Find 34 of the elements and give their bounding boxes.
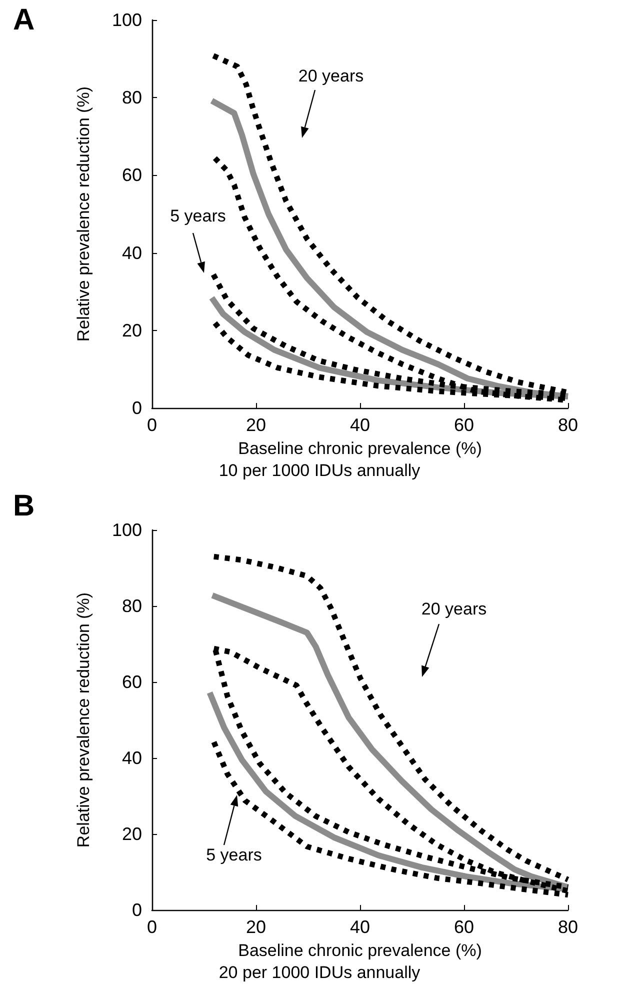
y-tick-label: 0 <box>132 900 142 920</box>
y-tick-label: 20 <box>122 320 142 340</box>
y-axis-title: Relative prevalence reduction (%) <box>74 592 93 848</box>
y-axis-title: Relative prevalence reduction (%) <box>74 86 93 342</box>
x-tick-label: 60 <box>454 917 474 937</box>
text: 10 per 1000 IDUs annually <box>218 461 421 480</box>
chart-title: A <box>13 4 35 36</box>
x-tick-label: 40 <box>350 415 370 435</box>
annotation: 5 years <box>170 206 226 226</box>
y-tick-label: 100 <box>112 520 142 540</box>
x-tick-label: 20 <box>246 415 266 435</box>
chart-title: B <box>13 490 35 522</box>
x-axis-title: Baseline chronic prevalence (%) <box>238 439 482 458</box>
x-tick-label: 20 <box>246 917 266 937</box>
y-tick-label: 20 <box>122 824 142 844</box>
x-tick-label: 40 <box>350 917 370 937</box>
y-tick-label: 60 <box>122 672 142 692</box>
y-tick-label: 80 <box>122 88 142 108</box>
x-tick-label: 60 <box>454 415 474 435</box>
y-tick-label: 60 <box>122 165 142 186</box>
text: 20 per 1000 IDUs annually <box>218 963 421 982</box>
y-tick-label: 80 <box>122 596 142 616</box>
x-tick-label: 80 <box>558 917 578 937</box>
x-tick-label: 80 <box>558 415 578 435</box>
x-tick-label: 0 <box>146 917 158 937</box>
x-axis-title: Baseline chronic prevalence (%) <box>238 941 482 960</box>
y-tick-label: 40 <box>122 242 142 263</box>
annotation: 5 years <box>206 846 262 864</box>
y-tick-label: 0 <box>132 398 142 418</box>
annotation: 20 years <box>298 66 364 86</box>
y-tick-label: 40 <box>122 748 142 768</box>
annotation: 20 years <box>421 600 487 618</box>
y-tick-label: 100 <box>112 10 142 30</box>
x-tick-label: 0 <box>146 415 158 435</box>
